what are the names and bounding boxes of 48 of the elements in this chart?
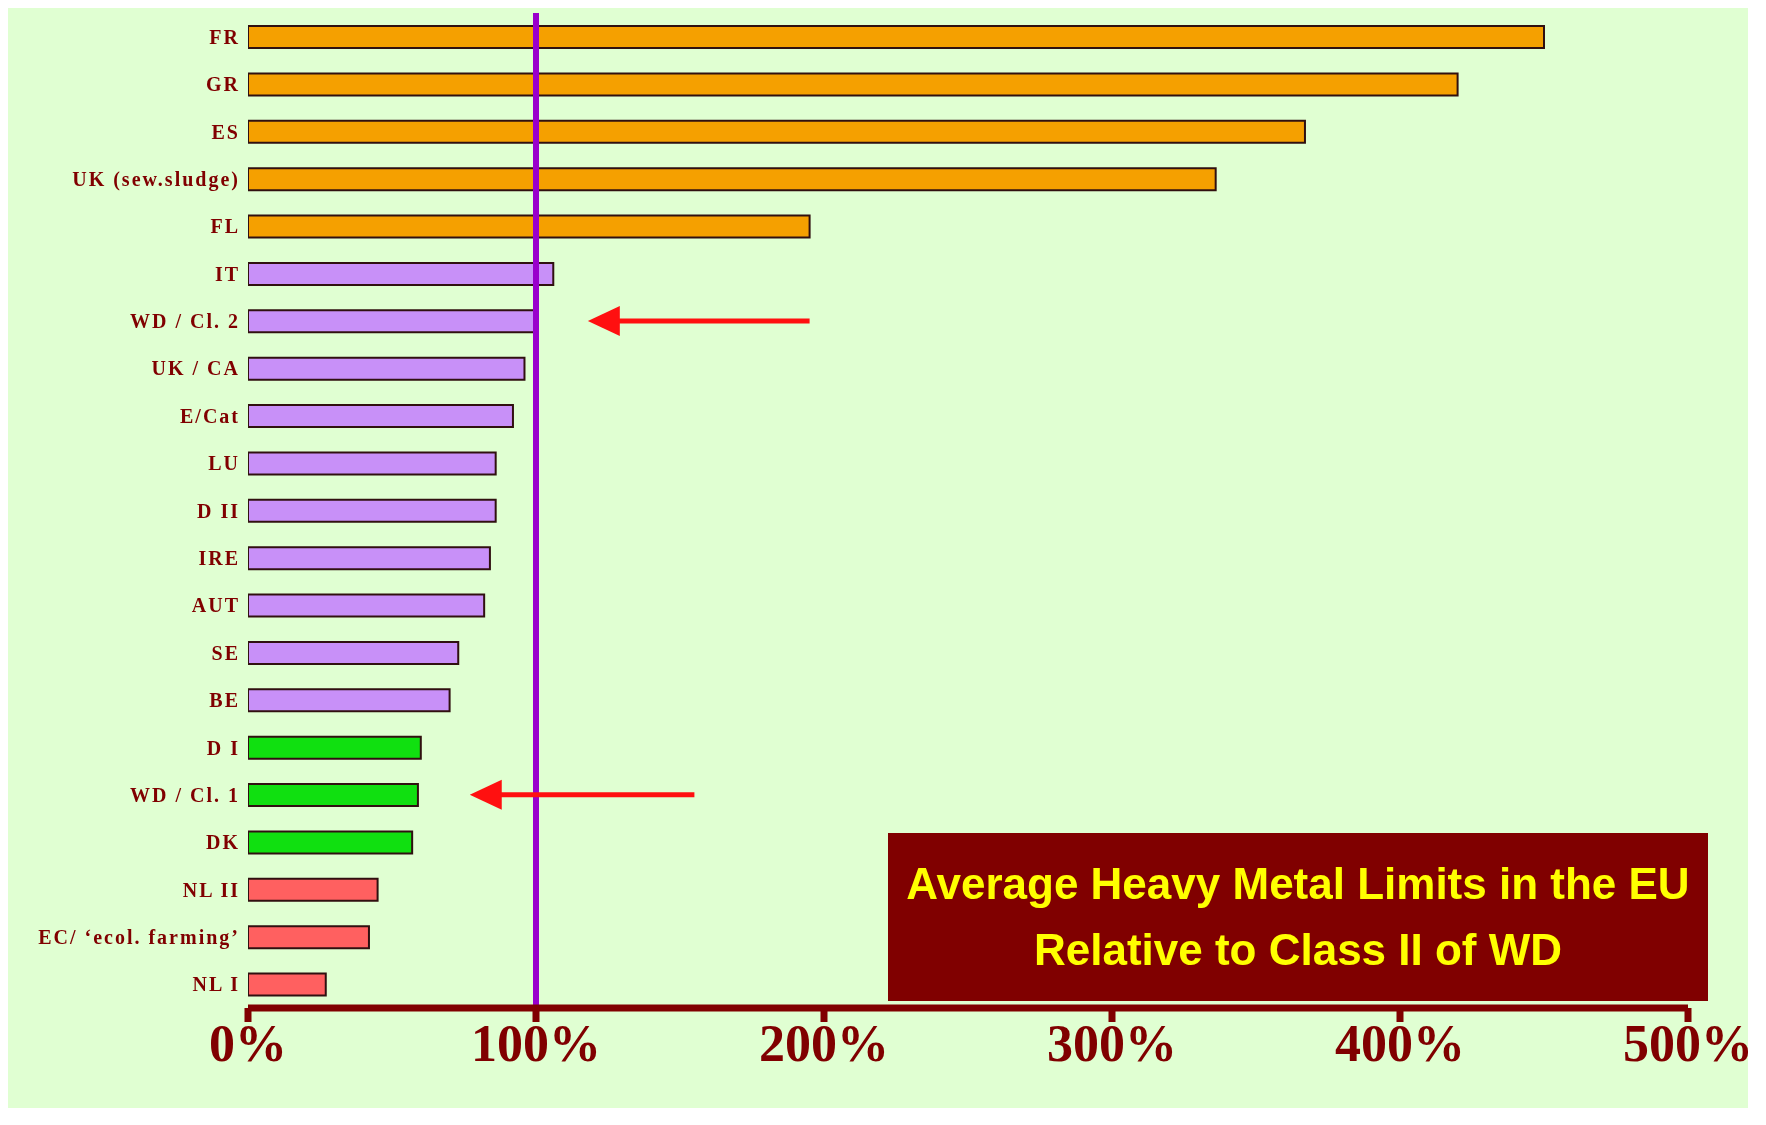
y-tick-label: D II bbox=[196, 499, 240, 522]
x-tick-label: 100% bbox=[471, 1014, 601, 1072]
bar bbox=[248, 925, 370, 950]
bar bbox=[248, 214, 811, 239]
bar bbox=[248, 783, 419, 808]
bar bbox=[248, 261, 555, 286]
y-tick-label: ES bbox=[211, 120, 240, 143]
y-tick-label: FL bbox=[210, 215, 240, 238]
bar bbox=[248, 546, 491, 571]
y-tick-label: UK / CA bbox=[151, 357, 240, 380]
bar bbox=[248, 830, 414, 855]
y-tick-label: IT bbox=[214, 262, 240, 285]
y-tick-label: E/Cat bbox=[180, 404, 240, 427]
y-tick-label: AUT bbox=[191, 594, 240, 617]
x-tick-label: 200% bbox=[759, 1014, 889, 1072]
bar bbox=[248, 688, 451, 713]
y-tick-label: LU bbox=[208, 452, 240, 475]
y-tick-label: IRE bbox=[198, 546, 240, 569]
bar bbox=[248, 119, 1306, 144]
y-tick-label: FR bbox=[209, 25, 240, 48]
bar bbox=[248, 593, 486, 618]
bar bbox=[248, 451, 497, 476]
y-tick-label: UK (sew.sludge) bbox=[72, 167, 240, 191]
bar bbox=[248, 498, 497, 523]
bar bbox=[248, 72, 1459, 97]
y-tick-label: WD / Cl. 1 bbox=[130, 783, 240, 806]
y-tick-label: NL I bbox=[192, 973, 240, 996]
y-tick-label: GR bbox=[206, 73, 240, 96]
bar bbox=[248, 356, 526, 381]
y-tick-label: BE bbox=[209, 689, 240, 712]
y-tick-label: SE bbox=[211, 641, 240, 664]
bar bbox=[248, 167, 1217, 192]
text: Average Heavy Metal Limits in the EU Relative to Class II of WD bbox=[888, 833, 1708, 1001]
bar bbox=[248, 972, 327, 997]
bar bbox=[248, 877, 379, 902]
y-tick-label: DK bbox=[206, 831, 240, 854]
x-tick-label: 0% bbox=[209, 1014, 287, 1072]
y-tick-label: NL II bbox=[182, 878, 240, 901]
x-tick-label: 500% bbox=[1623, 1014, 1753, 1072]
x-tick-label: 400% bbox=[1335, 1014, 1465, 1072]
bar bbox=[248, 25, 1545, 49]
bar bbox=[248, 640, 460, 665]
y-tick-label: D I bbox=[206, 736, 240, 759]
bar bbox=[248, 735, 422, 760]
y-tick-label: EC/ ‘ecol. farming’ bbox=[38, 926, 240, 950]
y-tick-label: WD / Cl. 2 bbox=[130, 310, 240, 333]
bar bbox=[248, 404, 514, 429]
x-tick-label: 300% bbox=[1047, 1014, 1177, 1072]
